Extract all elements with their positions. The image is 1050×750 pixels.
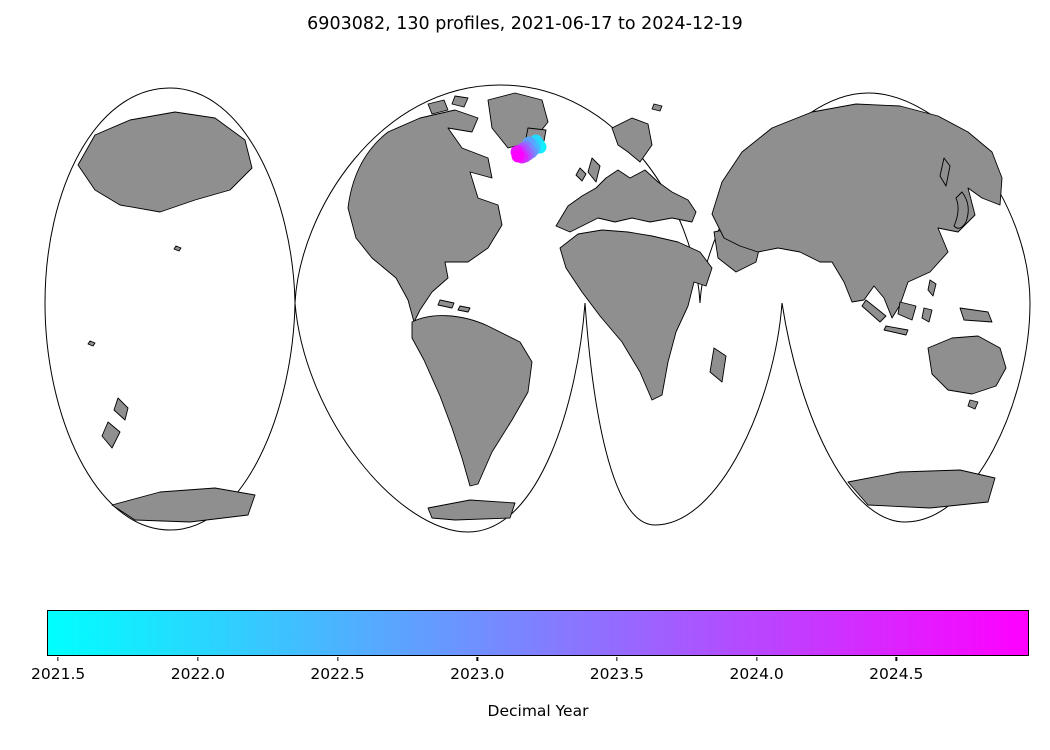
island-great-britain <box>587 157 601 183</box>
colorbar-tick-label: 2022.0 <box>170 665 225 683</box>
continent-south-america <box>411 315 533 487</box>
profile-points <box>510 134 547 164</box>
continent-antarctica-right <box>847 469 996 509</box>
colorbar-tick-mark <box>755 657 758 661</box>
colorbar <box>47 610 1029 656</box>
colorbar-tick-label: 2024.0 <box>729 665 784 683</box>
colorbar-tick-mark <box>895 657 897 661</box>
continent-scandinavia <box>611 117 653 163</box>
continent-siberia-alaska <box>77 111 253 213</box>
continent-europe <box>555 169 697 233</box>
island-tasmania <box>967 399 979 410</box>
island-ireland <box>575 167 587 182</box>
island-new-zealand-north <box>113 397 129 421</box>
colorbar-tick-label: 2023.0 <box>450 665 505 683</box>
island-java <box>883 325 909 336</box>
island-sakhalin <box>939 157 951 187</box>
island-hawaii <box>173 245 182 252</box>
continent-africa <box>559 229 713 401</box>
island-borneo <box>897 301 917 321</box>
island-cuba <box>437 299 455 309</box>
colorbar-tick-label: 2022.5 <box>310 665 365 683</box>
colorbar-tick-mark <box>57 657 59 661</box>
island-new-zealand-south <box>101 421 121 449</box>
island-arctic-canada2 <box>451 95 469 108</box>
profile-point <box>511 149 525 163</box>
continent-antarctica-middle <box>427 499 516 521</box>
island-madagascar <box>709 347 727 383</box>
island-svalbard <box>651 103 663 112</box>
island-sumatra <box>861 299 887 323</box>
island-arctic-canada <box>427 99 449 115</box>
colorbar-tick-mark <box>476 657 478 661</box>
island-japan <box>953 191 969 229</box>
plot-title: 6903082, 130 profiles, 2021-06-17 to 202… <box>307 14 743 34</box>
island-new-guinea <box>959 307 993 323</box>
colorbar-tick-label: 2023.5 <box>589 665 645 683</box>
continent-antarctica-left <box>111 487 256 523</box>
colorbar-tick-mark <box>197 657 199 661</box>
colorbar-label: Decimal Year <box>487 702 589 720</box>
island-philippines <box>927 279 937 297</box>
island-pacific <box>87 340 96 347</box>
colorbar-tick-label: 2021.5 <box>31 665 86 683</box>
colorbar-tick-mark <box>336 657 339 661</box>
island-sulawesi <box>921 307 933 323</box>
continent-north-america <box>347 109 503 323</box>
colorbar-tick-label: 2024.5 <box>869 665 924 683</box>
island-hispaniola <box>457 305 471 313</box>
colorbar-ticks: 2021.5 2022.0 2022.5 2023.0 2023.5 2024.0 2024… <box>31 657 1029 697</box>
continent-australia <box>927 335 1007 395</box>
colorbar-tick-mark <box>616 657 618 661</box>
continent-asia <box>711 103 1003 319</box>
